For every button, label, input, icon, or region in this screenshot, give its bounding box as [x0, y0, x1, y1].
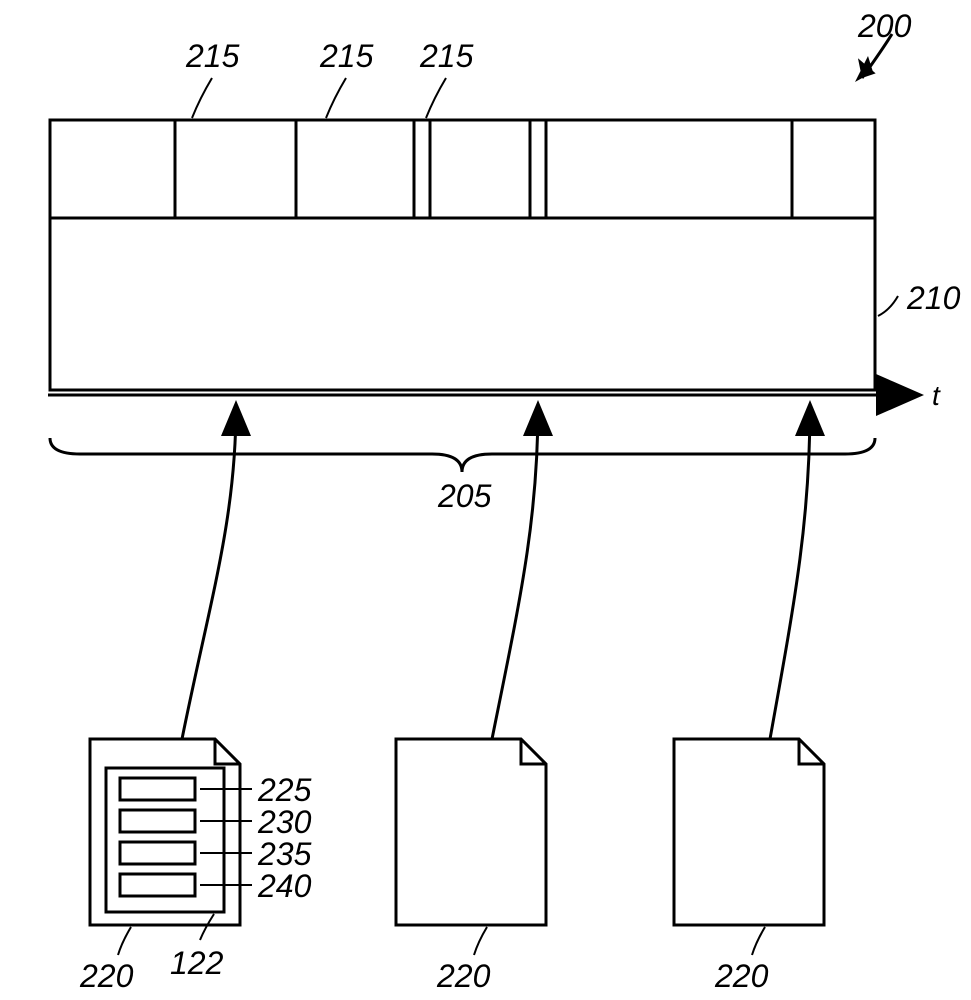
- connector-3: [770, 406, 810, 739]
- brace: [50, 438, 875, 472]
- label-220b: 220: [437, 958, 490, 995]
- label-210: 210: [907, 280, 960, 317]
- label-220c: 220: [715, 958, 768, 995]
- leader-220b: [474, 927, 487, 955]
- label-240: 240: [258, 868, 311, 905]
- connector-2: [492, 406, 538, 739]
- leader-210: [878, 296, 898, 316]
- document-1: [90, 739, 240, 925]
- document-2: [396, 739, 546, 925]
- label-time: t: [932, 380, 940, 412]
- label-205: 205: [438, 478, 491, 515]
- leader-220c: [752, 927, 765, 955]
- label-200: 200: [858, 8, 911, 45]
- connector-1: [182, 406, 236, 739]
- label-220a: 220: [80, 958, 133, 995]
- label-122: 122: [170, 945, 223, 982]
- leader-215c: [426, 78, 446, 118]
- label-215a: 215: [186, 38, 239, 75]
- leader-215b: [326, 78, 346, 118]
- leader-220a: [118, 927, 131, 955]
- timeline-box: [50, 120, 875, 390]
- leader-215a: [192, 78, 212, 118]
- document-3: [674, 739, 824, 925]
- label-215c: 215: [420, 38, 473, 75]
- label-215b: 215: [320, 38, 373, 75]
